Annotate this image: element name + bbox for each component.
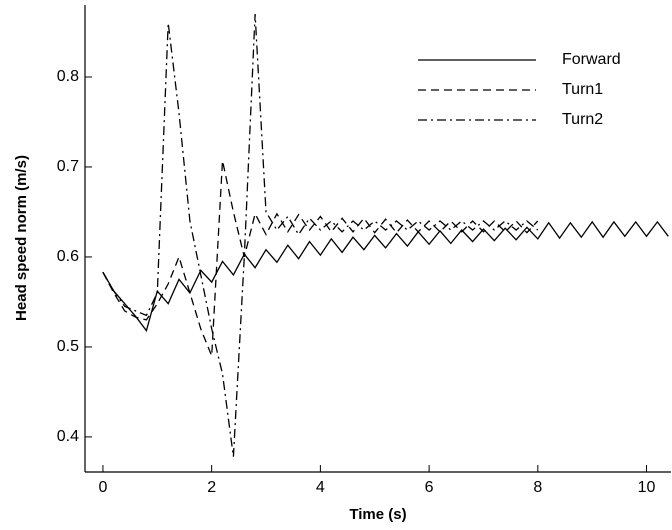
x-tick-label: 2 [207, 479, 216, 496]
series-line [102, 160, 539, 357]
y-tick-label: 0.8 [57, 68, 79, 85]
x-tick-label: 4 [316, 479, 325, 496]
x-tick-label: 8 [533, 479, 542, 496]
legend-label: Turn1 [562, 81, 603, 98]
x-tick-label: 10 [638, 479, 656, 496]
y-tick-label: 0.5 [57, 338, 79, 355]
y-axis-title: Head speed norm (m/s) [13, 155, 30, 321]
legend-label: Forward [562, 51, 621, 68]
legend-label: Turn2 [562, 111, 603, 128]
series-line [102, 220, 669, 333]
x-axis-title: Time (s) [349, 506, 406, 523]
x-tick-label: 6 [425, 479, 434, 496]
y-tick-label: 0.4 [57, 428, 79, 445]
x-tick-label: 0 [98, 479, 107, 496]
y-tick-label: 0.7 [57, 158, 79, 175]
series-line [102, 13, 539, 457]
y-tick-label: 0.6 [57, 248, 79, 265]
